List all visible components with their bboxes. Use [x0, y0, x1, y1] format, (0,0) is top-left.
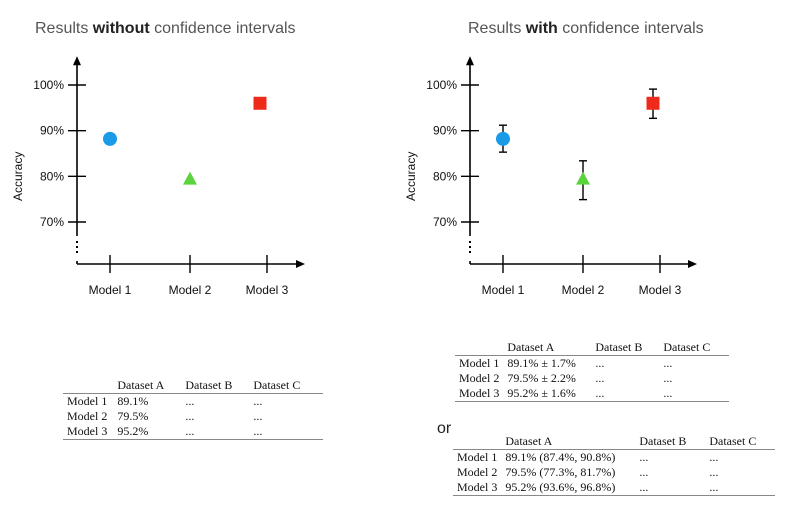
x-axis-arrow — [296, 260, 305, 268]
table-row: Model 3 95.2%...... — [63, 424, 324, 440]
x-tick-label: Model 1 — [89, 283, 132, 297]
table-cell: 79.5% (77.3%, 81.7%) — [505, 465, 616, 479]
point-marker-circle — [496, 131, 510, 146]
axis-break-dot — [469, 251, 471, 253]
table-row: Model 1 89.1% ± 1.7%...... — [455, 356, 729, 372]
table-header-row: Dataset A Dataset B Dataset C — [453, 434, 776, 450]
row-label: Model 2 — [459, 371, 500, 385]
x-tick-label: Model 3 — [639, 283, 682, 297]
row-label: Model 1 — [457, 450, 498, 464]
row-label: Model 2 — [67, 409, 108, 423]
table-row: Model 3 95.2% (93.6%, 96.8%)...... — [453, 480, 776, 496]
table-cell: ... — [253, 409, 263, 423]
row-label: Model 2 — [457, 465, 498, 479]
table-cell: ... — [253, 394, 263, 408]
axis-break-dot — [76, 246, 78, 248]
table-cell: 95.2% (93.6%, 96.8%) — [501, 480, 636, 496]
row-label: Model 3 — [63, 424, 114, 440]
table-cell: 79.5% — [117, 409, 149, 423]
point-marker-square — [646, 96, 660, 110]
table-cell: ... — [185, 409, 195, 423]
table-cell: ... — [185, 394, 195, 408]
table-cell: ... — [709, 465, 719, 479]
x-tick-label: Model 2 — [169, 283, 212, 297]
table-cell: 79.5% ± 2.2% — [507, 371, 576, 385]
point-marker-triangle — [183, 171, 197, 185]
table-cell: 95.2% — [113, 424, 182, 440]
axis-break-dot — [469, 246, 471, 248]
table-cell: ... — [639, 465, 649, 479]
row-label: Model 1 — [67, 394, 108, 408]
y-tick-label: 80% — [40, 169, 64, 183]
table-cell: ... — [181, 424, 250, 440]
row-label: Model 3 — [453, 480, 502, 496]
table-row: Model 2 79.5% (77.3%, 81.7%)...... — [453, 465, 775, 480]
table-cell: ... — [249, 424, 324, 440]
axis-break-dot — [469, 241, 471, 243]
table-cell: ... — [663, 356, 673, 370]
column-header: Dataset A — [503, 340, 592, 356]
results-table-plain: Dataset A Dataset B Dataset C Model 1 89.1%.… — [63, 378, 324, 440]
or-label: or — [437, 420, 452, 437]
table-cell: 89.1% (87.4%, 90.8%) — [505, 450, 616, 464]
axis-break-dot — [76, 251, 78, 253]
point-marker-circle — [103, 131, 117, 146]
table-row: Model 3 95.2% ± 1.6%...... — [455, 386, 730, 402]
y-tick-label: 70% — [40, 215, 64, 229]
axis-break-dot — [76, 241, 78, 243]
column-header: Dataset B — [635, 434, 706, 450]
table-row: Model 1 89.1%...... — [63, 394, 323, 410]
table-cell: ... — [709, 450, 719, 464]
y-tick-label: 100% — [426, 78, 457, 92]
table-cell: 95.2% ± 1.6% — [503, 386, 592, 402]
right-chart-title: Results with confidence intervals — [468, 20, 704, 37]
table-header-row: Dataset A Dataset B Dataset C — [63, 378, 324, 394]
point-marker-triangle — [576, 171, 590, 185]
table-cell: ... — [659, 386, 730, 402]
table-row: Model 2 79.5%...... — [63, 409, 323, 424]
table-row: Model 1 89.1% (87.4%, 90.8%)...... — [453, 450, 775, 466]
column-header: Dataset C — [659, 340, 730, 356]
table-cell: ... — [705, 480, 776, 496]
column-header — [63, 378, 114, 394]
column-header: Dataset B — [591, 340, 660, 356]
column-header: Dataset B — [181, 378, 250, 394]
table-cell: ... — [635, 480, 706, 496]
table-cell: ... — [663, 371, 673, 385]
table-cell: 89.1% ± 1.7% — [507, 356, 576, 370]
y-tick-label: 90% — [433, 124, 457, 138]
results-table-plus-minus: Dataset A Dataset B Dataset C Model 1 89.1% … — [455, 340, 730, 402]
column-header: Dataset C — [249, 378, 324, 394]
y-axis-title: Accuracy — [404, 152, 418, 201]
column-header: Dataset C — [705, 434, 776, 450]
y-tick-label: 90% — [40, 124, 64, 138]
y-tick-label: 70% — [433, 215, 457, 229]
table-row: Model 2 79.5% ± 2.2%...... — [455, 371, 729, 386]
table-cell: ... — [595, 371, 605, 385]
table-cell: ... — [639, 450, 649, 464]
column-header: Dataset A — [113, 378, 182, 394]
y-tick-label: 80% — [433, 169, 457, 183]
x-axis-arrow — [688, 260, 697, 268]
row-label: Model 3 — [455, 386, 504, 402]
point-marker-square — [253, 96, 267, 110]
column-header: Dataset A — [501, 434, 636, 450]
y-tick-label: 100% — [33, 78, 64, 92]
table-cell: 89.1% — [117, 394, 149, 408]
y-axis-title: Accuracy — [11, 152, 25, 201]
x-tick-label: Model 1 — [482, 283, 525, 297]
left-chart-title: Results without confidence intervals — [35, 20, 296, 37]
table-cell: ... — [591, 386, 660, 402]
table-header-row: Dataset A Dataset B Dataset C — [455, 340, 730, 356]
column-header — [453, 434, 502, 450]
x-tick-label: Model 2 — [562, 283, 605, 297]
results-table-interval: Dataset A Dataset B Dataset C Model 1 89.1% … — [453, 434, 776, 496]
y-axis-arrow — [73, 56, 81, 66]
table-cell: ... — [595, 356, 605, 370]
row-label: Model 1 — [459, 356, 500, 370]
column-header — [455, 340, 504, 356]
x-tick-label: Model 3 — [246, 283, 289, 297]
y-axis-arrow — [466, 56, 474, 66]
